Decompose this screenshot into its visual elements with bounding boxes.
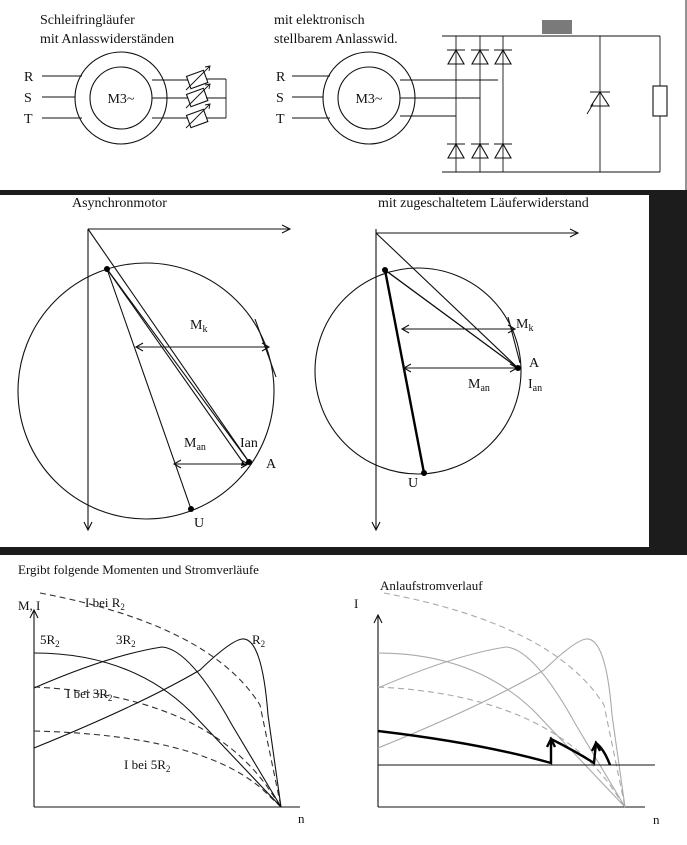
left-motor-label: M3~ xyxy=(107,92,134,107)
right-chart-heading: Anlaufstromverlauf xyxy=(380,578,483,593)
circuit-panel: Schleifringläufer mit Anlasswiderständen… xyxy=(0,0,687,190)
starting-current-path xyxy=(377,729,612,766)
curves-heading: Ergibt folgende Momenten und Stromverläu… xyxy=(18,562,259,577)
left-motor: M3~ xyxy=(74,51,168,145)
right-curves-chart: Anlaufstromverlauf I n xyxy=(354,578,660,827)
right-ian-label: Ian xyxy=(528,377,542,394)
left-point-u: U xyxy=(194,516,204,531)
right-circle-diagram: Mk A Man Ian U xyxy=(314,228,580,532)
right-circuit-title-line2: stellbarem Anlasswid. xyxy=(274,32,398,47)
right-man-label: Man xyxy=(468,377,490,394)
left-diagram-title: Asynchronmotor xyxy=(72,196,167,211)
right-dark-strip xyxy=(649,195,687,547)
circuit-diagrams: Schleifringläufer mit Anlasswiderständen… xyxy=(24,0,687,190)
right-mk-label: Mk xyxy=(516,317,533,334)
left-curves-chart: M, I n I bei R2 5R2 3R2 R2 I bei 3R2 I b… xyxy=(18,592,305,826)
label-i-bei-5r2: I bei 5R2 xyxy=(124,757,170,774)
left-x-axis-label: n xyxy=(298,811,305,826)
torque-current-curves: Ergibt folgende Momenten und Stromverläu… xyxy=(18,562,660,827)
series-resistor xyxy=(542,20,572,34)
left-phase-t: T xyxy=(24,112,33,127)
rectifier-bridge xyxy=(400,35,660,173)
thyristor xyxy=(586,36,611,172)
left-circle-diagram: Mk Man Ian A U xyxy=(17,224,292,532)
right-diagram-title: mit zugeschaltetem Läuferwiderstand xyxy=(378,196,589,211)
left-circuit-title-line2: mit Anlasswiderständen xyxy=(40,32,174,47)
right-point-a: A xyxy=(529,356,540,371)
left-man-label: Man xyxy=(184,436,206,453)
label-i-bei-3r2: I bei 3R2 xyxy=(66,686,112,703)
left-circuit-title-line1: Schleifringläufer xyxy=(40,13,135,28)
right-point-u: U xyxy=(408,476,418,491)
left-y-axis-label: M, I xyxy=(18,598,40,613)
right-x-axis-label: n xyxy=(653,812,660,827)
load-resistor xyxy=(652,36,668,172)
separator-band-1 xyxy=(0,190,687,195)
circle-diagrams: Asynchronmotor mit zugeschaltetem Läufer… xyxy=(17,196,589,532)
label-r2: R2 xyxy=(252,632,265,649)
right-phase-r: R xyxy=(276,70,286,85)
label-5r2: 5R2 xyxy=(40,632,60,649)
left-mk-label: Mk xyxy=(190,318,207,335)
separator-band-2 xyxy=(0,547,687,555)
right-circuit-title-line1: mit elektronisch xyxy=(274,13,365,28)
left-phase-labels: R S T xyxy=(24,70,82,127)
right-phase-t: T xyxy=(276,112,285,127)
right-phase-s: S xyxy=(276,91,284,106)
right-y-axis-label: I xyxy=(354,596,358,611)
curves-panel: Ergibt folgende Momenten und Stromverläu… xyxy=(0,555,687,840)
left-point-a: A xyxy=(266,457,277,472)
left-phase-s: S xyxy=(24,91,32,106)
right-phase-labels: R S T xyxy=(276,70,330,127)
label-3r2: 3R2 xyxy=(116,632,136,649)
label-i-bei-r2: I bei R2 xyxy=(85,595,125,612)
left-ian-label: Ian xyxy=(240,436,258,451)
left-phase-r: R xyxy=(24,70,34,85)
circle-diagram-panel: Asynchronmotor mit zugeschaltetem Läufer… xyxy=(0,195,687,547)
right-motor-label: M3~ xyxy=(355,92,382,107)
left-adjustable-resistors xyxy=(152,65,227,129)
